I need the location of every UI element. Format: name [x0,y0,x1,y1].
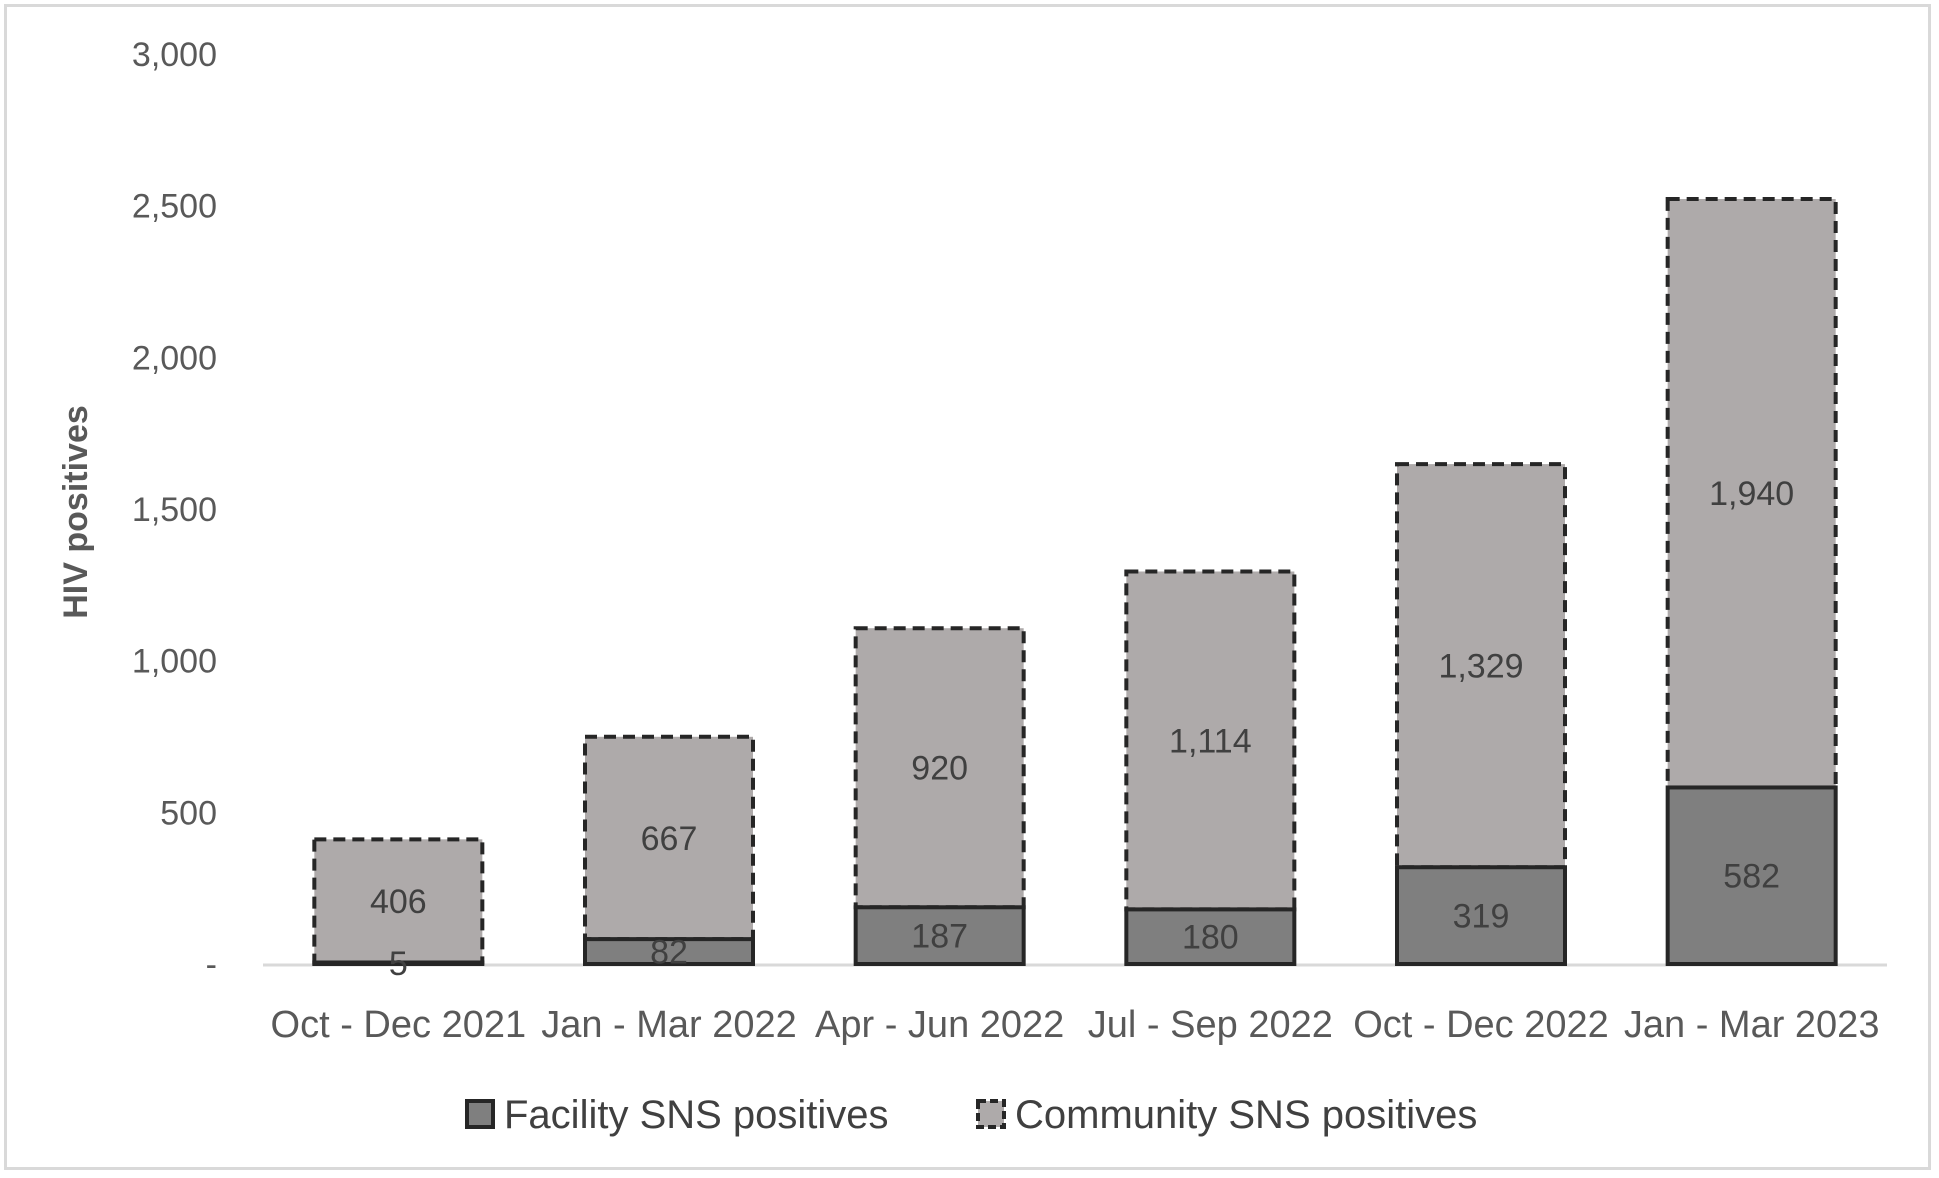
y-axis-title-group: HIV positives [57,405,95,619]
y-tick-label: 2,000 [132,339,217,377]
legend-facility: Facility SNS positives [465,1093,889,1137]
legend-community: Community SNS positives [976,1093,1477,1137]
x-tick-label: Apr - Jun 2022 [815,1004,1064,1046]
y-axis-title: HIV positives [57,405,95,619]
facility-value-label: 82 [650,934,688,972]
legend-facility-label: Facility SNS positives [504,1093,889,1137]
legend-facility-swatch [465,1099,495,1129]
bar-layer [312,196,1838,967]
legend-community-swatch [976,1099,1006,1129]
facility-bar [312,960,485,967]
community-bar [312,837,485,965]
bar-label-layer: 406 5 667 82 920 187 1,114 180 1,329 319 1,940 582 [370,475,1794,983]
x-tick-label: Jan - Mar 2022 [541,1004,797,1046]
y-tick-label: 500 [160,794,217,832]
x-tick-label: Oct - Dec 2021 [271,1004,527,1046]
chart-frame: HIV positives - 500 1,000 1,500 2,000 2,500 3,… [4,4,1931,1170]
community-bar [1665,196,1838,790]
community-value-label: 1,114 [1169,722,1252,760]
facility-value-label: 319 [1453,898,1510,936]
legend: Facility SNS positives Community SNS posi… [465,1093,1477,1137]
community-bar [1124,569,1297,912]
community-bar [1395,462,1567,870]
y-tick-labels: - 500 1,000 1,500 2,000 2,500 3,000 [132,36,217,984]
community-value-label: 406 [370,883,427,921]
x-tick-label: Jul - Sep 2022 [1088,1004,1333,1046]
facility-bar [853,905,1026,967]
facility-bar [1395,865,1567,967]
facility-value-label: 180 [1182,919,1239,957]
community-bar [583,734,755,942]
community-value-label: 667 [641,820,698,858]
y-tick-label: 2,500 [132,188,217,226]
facility-value-label: 582 [1723,858,1780,896]
y-tick-label: - [206,946,217,984]
x-tick-label: Oct - Dec 2022 [1353,1004,1609,1046]
community-bar [853,626,1026,910]
y-tick-label: 1,500 [132,491,217,529]
x-tick-labels: Oct - Dec 2021 Jan - Mar 2022 Apr - Jun 20… [271,1004,1880,1046]
legend-community-label: Community SNS positives [1015,1093,1477,1137]
x-tick-label: Jan - Mar 2023 [1624,1004,1880,1046]
community-value-label: 1,940 [1709,475,1794,513]
community-value-label: 920 [911,750,968,788]
facility-value-label: 187 [911,918,968,956]
facility-bar [1124,907,1297,967]
facility-bar [583,937,755,966]
community-value-label: 1,329 [1438,648,1523,686]
chart-svg: HIV positives - 500 1,000 1,500 2,000 2,500 3,… [57,36,1887,1137]
facility-bar [1665,785,1838,967]
y-tick-label: 1,000 [132,643,217,681]
y-tick-label: 3,000 [132,36,217,74]
facility-value-label: 5 [389,945,408,983]
